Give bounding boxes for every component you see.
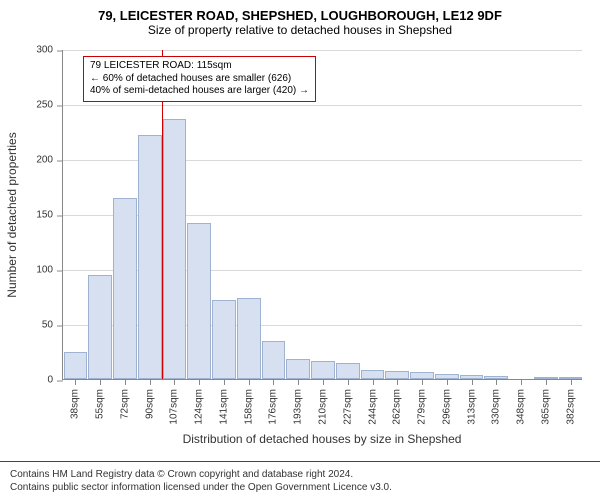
annotation-line: ← 60% of detached houses are smaller (62…	[90, 73, 309, 86]
footer: Contains HM Land Registry data © Crown c…	[0, 461, 600, 500]
x-tick-label: 141sqm	[218, 389, 229, 425]
x-tick-label: 210sqm	[318, 389, 329, 425]
x-tick-mark	[571, 379, 572, 385]
x-axis-label: Distribution of detached houses by size …	[183, 432, 462, 446]
x-tick-mark	[125, 379, 126, 385]
x-tick-mark	[422, 379, 423, 385]
histogram-bar	[113, 198, 137, 380]
x-tick-label: 279sqm	[417, 389, 428, 425]
x-tick-mark	[472, 379, 473, 385]
annotation-line: 40% of semi-detached houses are larger (…	[90, 85, 309, 98]
x-tick-label: 382sqm	[565, 389, 576, 425]
x-tick-label: 90sqm	[144, 389, 155, 419]
x-tick-label: 244sqm	[367, 389, 378, 425]
x-tick-mark	[373, 379, 374, 385]
histogram-bar	[88, 275, 112, 380]
annotation-line: 79 LEICESTER ROAD: 115sqm	[90, 60, 309, 73]
x-tick-mark	[348, 379, 349, 385]
page-subtitle: Size of property relative to detached ho…	[0, 23, 600, 37]
histogram-bar	[187, 223, 211, 379]
x-tick-label: 38sqm	[70, 389, 81, 419]
x-tick-mark	[521, 379, 522, 385]
histogram-bar	[64, 352, 88, 380]
x-tick-mark	[298, 379, 299, 385]
x-tick-label: 107sqm	[169, 389, 180, 425]
footer-line-1: Contains HM Land Registry data © Crown c…	[10, 468, 590, 481]
x-tick-mark	[397, 379, 398, 385]
histogram-bar	[311, 361, 335, 379]
y-tick-label: 0	[47, 375, 63, 386]
chart-area: 05010015020025030038sqm55sqm72sqm90sqm10…	[62, 50, 582, 380]
histogram-bar	[138, 135, 162, 379]
gridline	[63, 105, 582, 106]
x-tick-mark	[150, 379, 151, 385]
x-tick-label: 330sqm	[491, 389, 502, 425]
x-tick-mark	[496, 379, 497, 385]
x-tick-mark	[75, 379, 76, 385]
histogram-bar	[163, 119, 187, 379]
histogram-bar	[410, 372, 434, 379]
histogram-bar	[361, 370, 385, 379]
histogram-bar	[212, 300, 236, 379]
histogram-bar	[237, 298, 261, 379]
x-tick-mark	[174, 379, 175, 385]
y-tick-label: 100	[36, 265, 63, 276]
x-tick-label: 55sqm	[95, 389, 106, 419]
y-axis-label: Number of detached properties	[5, 132, 19, 297]
y-tick-label: 300	[36, 45, 63, 56]
x-tick-label: 348sqm	[516, 389, 527, 425]
x-tick-label: 158sqm	[243, 389, 254, 425]
x-tick-label: 227sqm	[342, 389, 353, 425]
x-tick-label: 72sqm	[119, 389, 130, 419]
histogram-bar	[286, 359, 310, 379]
y-tick-label: 50	[42, 320, 63, 331]
x-tick-label: 176sqm	[268, 389, 279, 425]
page-title: 79, LEICESTER ROAD, SHEPSHED, LOUGHBOROU…	[0, 0, 600, 23]
x-tick-label: 296sqm	[441, 389, 452, 425]
histogram-bar	[262, 341, 286, 380]
x-tick-label: 124sqm	[194, 389, 205, 425]
annotation-box: 79 LEICESTER ROAD: 115sqm← 60% of detach…	[83, 56, 316, 102]
x-tick-label: 365sqm	[540, 389, 551, 425]
y-tick-label: 200	[36, 155, 63, 166]
footer-line-2: Contains public sector information licen…	[10, 481, 590, 494]
x-tick-label: 193sqm	[293, 389, 304, 425]
histogram-bar	[336, 363, 360, 380]
x-tick-mark	[224, 379, 225, 385]
x-tick-label: 262sqm	[392, 389, 403, 425]
y-tick-label: 250	[36, 100, 63, 111]
x-tick-label: 313sqm	[466, 389, 477, 425]
gridline	[63, 50, 582, 51]
x-tick-mark	[199, 379, 200, 385]
x-tick-mark	[323, 379, 324, 385]
histogram-bar	[385, 371, 409, 379]
x-tick-mark	[249, 379, 250, 385]
x-tick-mark	[273, 379, 274, 385]
y-tick-label: 150	[36, 210, 63, 221]
x-tick-mark	[100, 379, 101, 385]
plot-area: 05010015020025030038sqm55sqm72sqm90sqm10…	[62, 50, 582, 380]
x-tick-mark	[447, 379, 448, 385]
chart-container: 79, LEICESTER ROAD, SHEPSHED, LOUGHBOROU…	[0, 0, 600, 500]
x-tick-mark	[546, 379, 547, 385]
